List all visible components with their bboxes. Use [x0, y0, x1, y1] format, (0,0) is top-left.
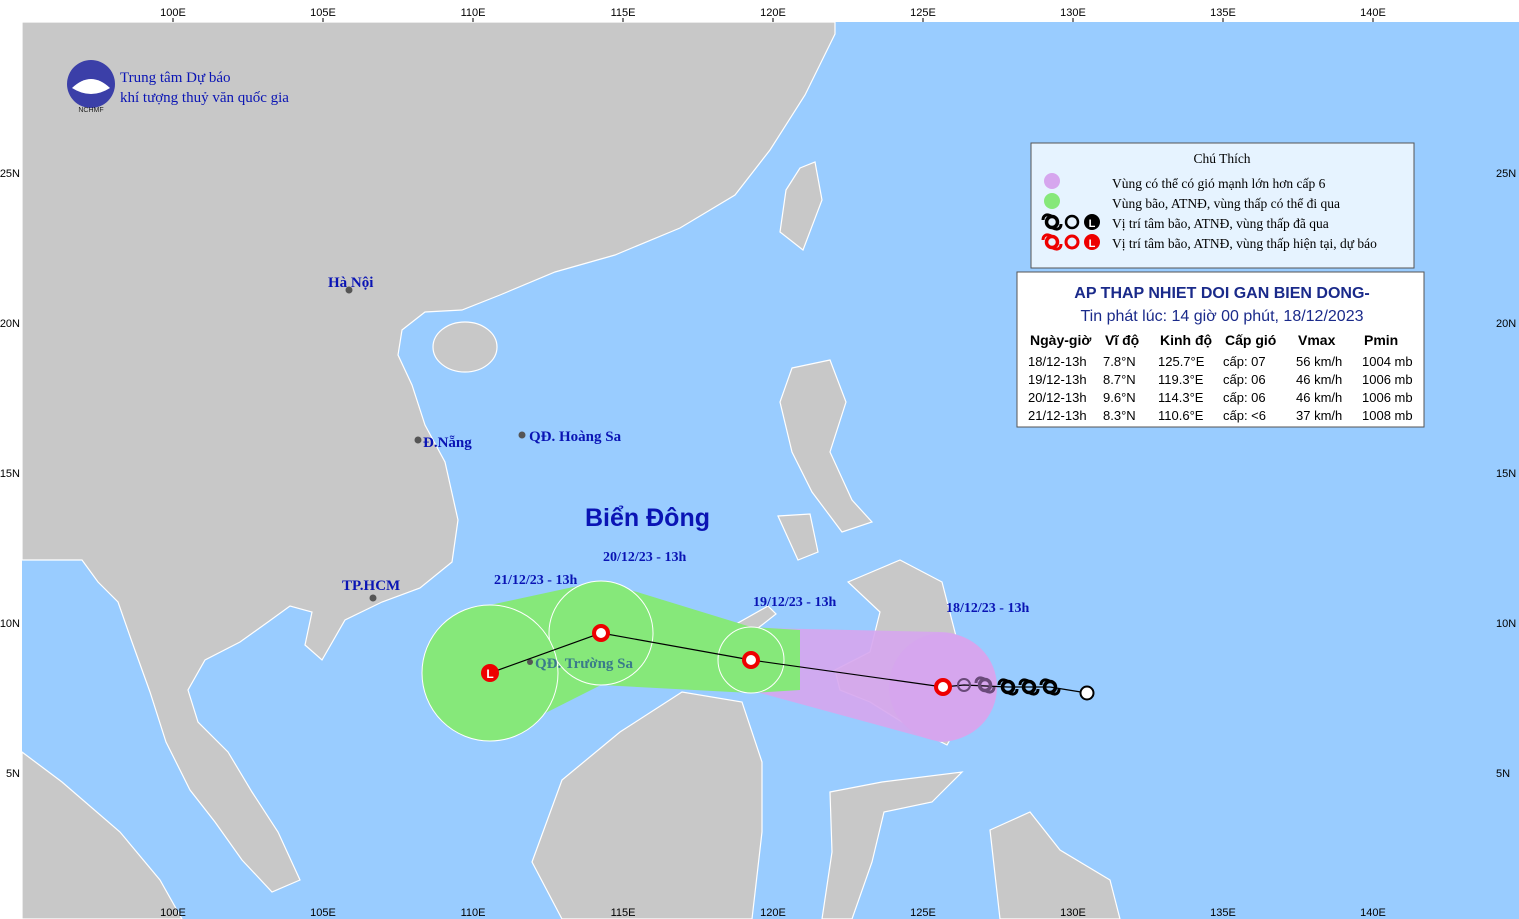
legend-item: Vùng bão, ATNĐ, vùng thấp có thể đi qua [1112, 196, 1340, 211]
longitude-label: 140E [1360, 7, 1386, 19]
table-cell: cấp: 07 [1223, 354, 1266, 369]
table-cell: 125.7°E [1158, 354, 1205, 369]
table-cell: 18/12-13h [1028, 354, 1087, 369]
table-cell: 1006 mb [1362, 372, 1413, 387]
longitude-label: 105E [310, 7, 336, 19]
latitude-label: 20N [1496, 318, 1516, 330]
table-cell: 119.3°E [1158, 372, 1204, 387]
low-letter: L [486, 667, 493, 681]
latitude-label: 10N [0, 618, 20, 630]
latitude-label: 20N [0, 318, 20, 330]
land [21, 21, 1121, 919]
longitude-label: 140E [1360, 907, 1386, 919]
coordinate-labels: 100E 100E 105E 105E 110E 110E 115E 115E 120E 120E… [0, 7, 1516, 919]
city-dot [345, 286, 353, 294]
table-cell: 21/12-13h [1028, 408, 1087, 423]
agency-name: khí tượng thuỷ văn quốc gia [120, 90, 289, 106]
table-cell: 110.6°E [1158, 408, 1204, 423]
bulletin-title: AP THAP NHIET DOI GAN BIEN DONG- [1074, 285, 1369, 302]
track-label: 21/12/23 - 13h [494, 573, 577, 588]
legend: Chú Thích Vùng có thể có gió mạnh lớn hơ… [1030, 142, 1415, 269]
longitude-label: 100E [160, 7, 186, 19]
city-dot [414, 436, 422, 444]
table-cell: 46 km/h [1296, 390, 1342, 405]
table-cell: 56 km/h [1296, 354, 1342, 369]
bulletin-box [1016, 271, 1425, 428]
sea-label: Biển Đông [585, 504, 710, 532]
latitude-label: 25N [1496, 168, 1516, 180]
table-cell: cấp: 06 [1223, 372, 1266, 387]
places: Hà Nội Đ.Nẵng QĐ. Hoàng Sa TP.HCM Biển Đ… [328, 275, 710, 602]
longitude-label: 130E [1060, 907, 1086, 919]
latitude-label: 15N [0, 468, 20, 480]
table-cell: cấp: <6 [1223, 408, 1266, 423]
column-header: Pmin [1364, 332, 1398, 348]
bulletin: AP THAP NHIET DOI GAN BIEN DONG- Tin phá… [1016, 271, 1425, 428]
longitude-label: 100E [160, 907, 186, 919]
latitude-label: 25N [0, 168, 20, 180]
longitude-label: 125E [910, 7, 936, 19]
longitude-label: 135E [1210, 907, 1236, 919]
place-label: TP.HCM [342, 578, 400, 594]
legend-letter: L [1089, 238, 1096, 250]
table-cell: 1006 mb [1362, 390, 1413, 405]
table-cell: 9.6°N [1103, 390, 1136, 405]
city-dot [369, 594, 377, 602]
legend-item: Vùng có thể có gió mạnh lớn hơn cấp 6 [1112, 176, 1326, 191]
table-cell: cấp: 06 [1223, 390, 1266, 405]
place-label: Hà Nội [328, 275, 373, 291]
place-label: QĐ. Trường Sa [535, 656, 634, 672]
logo: NCHMF [67, 60, 115, 114]
bulletin-issued: Tin phát lúc: 14 giờ 00 phút, 18/12/2023 [1081, 308, 1364, 325]
longitude-label: 110E [461, 907, 486, 919]
latitude-label: 10N [1496, 618, 1516, 630]
forecast-positions: L [481, 624, 952, 696]
city-dot [518, 431, 526, 439]
track-label: 18/12/23 - 13h [946, 601, 1029, 616]
past-positions [957, 676, 1095, 701]
table-cell: 1004 mb [1362, 354, 1413, 369]
table-cell: 114.3°E [1158, 390, 1204, 405]
table-cell: 1008 mb [1362, 408, 1413, 423]
latitude-label: 15N [1496, 468, 1516, 480]
latitude-label: 5N [6, 768, 20, 780]
longitude-label: 115E [611, 7, 636, 19]
agency-name: Trung tâm Dự báo [120, 70, 231, 86]
legend-letter: L [1089, 218, 1096, 230]
column-header: Cấp gió [1225, 332, 1276, 348]
longitude-label: 110E [461, 7, 486, 19]
track-label: 20/12/23 - 13h [603, 550, 686, 565]
longitude-label: 115E [611, 907, 636, 919]
column-header: Vmax [1298, 332, 1336, 348]
table-cell: 8.7°N [1103, 372, 1136, 387]
column-header: Vĩ độ [1105, 332, 1139, 348]
column-header: Kinh độ [1160, 332, 1212, 348]
place-label: Đ.Nẵng [423, 435, 472, 451]
longitude-label: 120E [760, 7, 786, 19]
track-label: 19/12/23 - 13h [753, 595, 836, 610]
longitude-label: 135E [1210, 7, 1236, 19]
table-cell: 19/12-13h [1028, 372, 1087, 387]
longitude-label: 130E [1060, 7, 1086, 19]
place-label: QĐ. Hoàng Sa [529, 429, 622, 445]
legend-title: Chú Thích [1193, 151, 1250, 166]
city-dot [527, 659, 533, 665]
table-cell: 20/12-13h [1028, 390, 1087, 405]
table-cell: 46 km/h [1296, 372, 1342, 387]
legend-item: Vị trí tâm bão, ATNĐ, vùng thấp đã qua [1112, 216, 1329, 231]
table-cell: 37 km/h [1296, 408, 1342, 423]
legend-item: Vị trí tâm bão, ATNĐ, vùng thấp hiện tại… [1112, 236, 1377, 251]
table-cell: 7.8°N [1103, 354, 1136, 369]
longitude-label: 120E [760, 907, 786, 919]
column-header: Ngày-giờ [1030, 332, 1091, 348]
latitude-label: 5N [1496, 768, 1510, 780]
longitude-label: 105E [310, 907, 336, 919]
logo-text: NCHMF [78, 107, 103, 114]
longitude-label: 125E [910, 907, 936, 919]
table-cell: 8.3°N [1103, 408, 1136, 423]
